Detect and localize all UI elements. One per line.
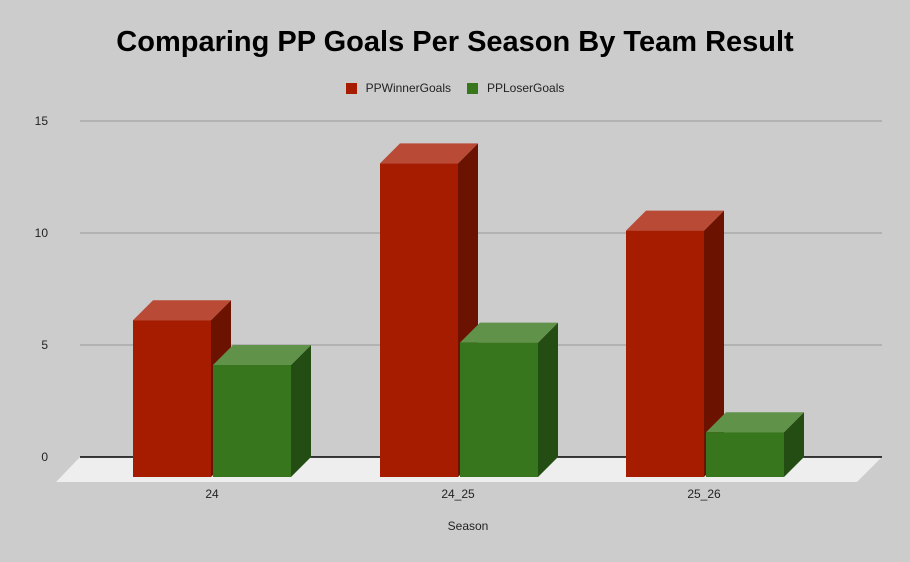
bar-pplosergoals-24-top [213, 345, 311, 365]
bar-ppwinnergoals-25_26 [626, 230, 704, 477]
y-tick-10: 10 [34, 226, 48, 240]
legend-item-loser[interactable]: PPLoserGoals [467, 81, 564, 95]
y-tick-15: 15 [34, 114, 48, 128]
legend-label-winner: PPWinnerGoals [365, 81, 451, 95]
bar-pplosergoals-24_25-top [460, 322, 558, 343]
bar-ppwinnergoals-24 [133, 320, 211, 477]
legend-label-loser: PPLoserGoals [487, 81, 565, 95]
bar-pplosergoals-24_25 [460, 342, 538, 477]
y-tick-5: 5 [41, 338, 48, 352]
bar-pplosergoals-24 [213, 365, 291, 477]
x-label-25-26: 25_26 [687, 487, 721, 501]
bar-pplosergoals-24-side [291, 345, 311, 477]
bar-ppwinnergoals-25_26-side [704, 210, 724, 477]
x-label-24: 24 [205, 487, 219, 501]
bar-pplosergoals-25_26 [706, 432, 784, 477]
y-tick-0: 0 [41, 450, 48, 464]
legend-item-winner[interactable]: PPWinnerGoals [345, 81, 451, 95]
bar-ppwinnergoals-25_26-top [626, 210, 724, 231]
chart-title: Comparing PP Goals Per Season By Team Re… [116, 26, 794, 58]
bar-pplosergoals-24_25-side [538, 322, 558, 477]
bar-ppwinnergoals-24_25 [380, 163, 458, 477]
bar-ppwinnergoals-24_25-top [380, 143, 478, 164]
legend-swatch-loser [467, 82, 478, 94]
legend: PPWinnerGoals PPLoserGoals [0, 81, 910, 95]
bar-ppwinnergoals-24-top [133, 300, 231, 321]
x-axis-title: Season [447, 519, 489, 533]
bar-pplosergoals-25_26-top [706, 412, 804, 433]
x-label-24-25: 24_25 [441, 487, 475, 501]
bar-pplosergoals-25_26-side [784, 412, 804, 477]
legend-swatch-winner [345, 82, 357, 94]
